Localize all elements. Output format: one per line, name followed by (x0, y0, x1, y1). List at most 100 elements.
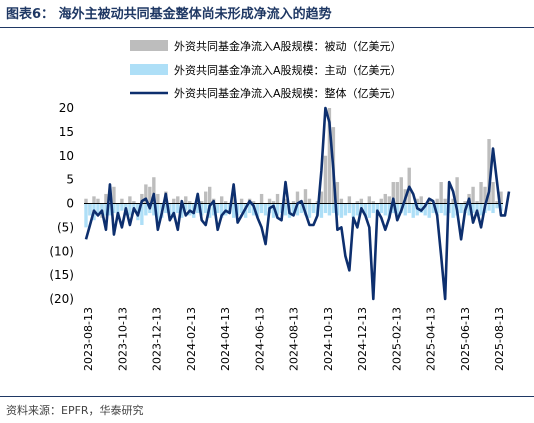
bar-active (327, 203, 332, 216)
bar-passive (259, 193, 264, 204)
bar-passive (347, 196, 352, 204)
bar-passive (251, 201, 256, 204)
bar-active (319, 203, 324, 218)
bar-passive (475, 201, 479, 204)
bar-passive (283, 198, 288, 204)
bar-active (291, 203, 296, 214)
bar-passive (379, 198, 383, 204)
bar-passive (415, 198, 419, 204)
bar-active (144, 203, 148, 216)
bar-active (140, 203, 144, 225)
bar-passive (335, 182, 340, 204)
bar-passive (96, 198, 100, 204)
bar-passive (419, 196, 423, 204)
bar-passive (275, 193, 280, 204)
bar-active (471, 203, 475, 214)
legend-label-total: 外资共同基金净流入A股规模：整体（亿美元） (174, 86, 402, 100)
y-tick-label: 5 (66, 173, 74, 187)
bar-active (152, 203, 156, 216)
bar-active (419, 203, 423, 214)
bar-passive (355, 201, 360, 204)
bar-passive (307, 198, 312, 204)
bar-active (351, 203, 356, 218)
bar-active (355, 203, 360, 216)
bar-active (387, 203, 391, 218)
bar-active (200, 203, 204, 216)
x-tick-label: 2025-04-13 (425, 307, 438, 371)
bar-passive (491, 182, 495, 204)
bar-passive (104, 193, 108, 204)
bar-active (431, 203, 435, 214)
bottom-rule (0, 396, 534, 397)
bar-passive (152, 177, 156, 204)
bar-active (84, 203, 88, 228)
bar-passive (239, 198, 244, 204)
bar-active (184, 203, 188, 211)
bar-active (443, 203, 447, 216)
bar-passive (208, 186, 212, 204)
bar-active (467, 203, 471, 216)
bar-active (128, 203, 132, 216)
x-tick-label: 2023-08-13 (82, 307, 95, 371)
bar-passive (451, 198, 455, 204)
series-line-total (84, 106, 511, 301)
bar-passive (439, 182, 443, 204)
bar-active (235, 203, 240, 216)
x-tick-label: 2024-12-13 (356, 307, 369, 371)
legend-label-passive: 外资共同基金净流入A股规模：被动（亿美元） (174, 39, 402, 53)
bar-active (423, 203, 427, 216)
bar-active (299, 203, 304, 214)
figure-title: 图表6： 海外主被动共同基金整体尚未形成净流入的趋势 (6, 7, 332, 22)
bar-active (120, 203, 124, 211)
bar-active (403, 203, 407, 216)
bar-passive (499, 191, 503, 204)
bar-active (180, 203, 184, 218)
bar-passive (295, 191, 300, 204)
bar-active (164, 203, 168, 214)
bar-passive (399, 177, 403, 204)
bar-active (343, 203, 348, 216)
bar-active (104, 203, 108, 216)
bar-passive (471, 186, 475, 204)
bar-active (323, 203, 328, 214)
bar-active (116, 203, 120, 218)
y-tick-label: (10) (49, 244, 74, 258)
bar-active (451, 203, 455, 218)
y-tick-label: (15) (49, 268, 74, 282)
x-tick-label: 2023-12-13 (151, 307, 164, 371)
bar-passive (455, 177, 459, 204)
x-tick-label: 2024-02-13 (185, 307, 198, 371)
bar-passive (319, 191, 324, 204)
y-axis: 20 15 10 5 0 (5) (10) (15) (20) (49, 101, 74, 306)
bar-active (395, 203, 399, 216)
bar-active (487, 203, 491, 211)
title-rule (0, 27, 534, 28)
bar-passive (140, 193, 144, 204)
x-tick-label: 2025-02-13 (390, 307, 403, 371)
bar-active (263, 203, 268, 216)
bar-active (311, 203, 316, 214)
bar-active (259, 203, 264, 214)
bar-active (215, 203, 220, 214)
bar-passive (128, 196, 132, 204)
x-tick-label: 2023-10-13 (116, 307, 129, 371)
bar-active (96, 203, 100, 214)
bar-active (271, 203, 276, 218)
bar-passive (132, 201, 136, 204)
bar-active (100, 203, 104, 211)
bar-passive (303, 189, 308, 204)
bar-passive (387, 196, 391, 204)
bar-active (407, 203, 411, 214)
bar-passive (483, 186, 487, 204)
bar-passive (92, 196, 96, 204)
bar-active (331, 203, 336, 214)
bar-passive (148, 186, 152, 204)
bar-passive (176, 196, 180, 204)
bar-active (219, 203, 224, 218)
bar-passive (427, 201, 431, 204)
bar-passive (112, 186, 116, 204)
bar-active (255, 203, 260, 218)
bar-passive (371, 201, 375, 204)
bar-passive (144, 184, 148, 204)
